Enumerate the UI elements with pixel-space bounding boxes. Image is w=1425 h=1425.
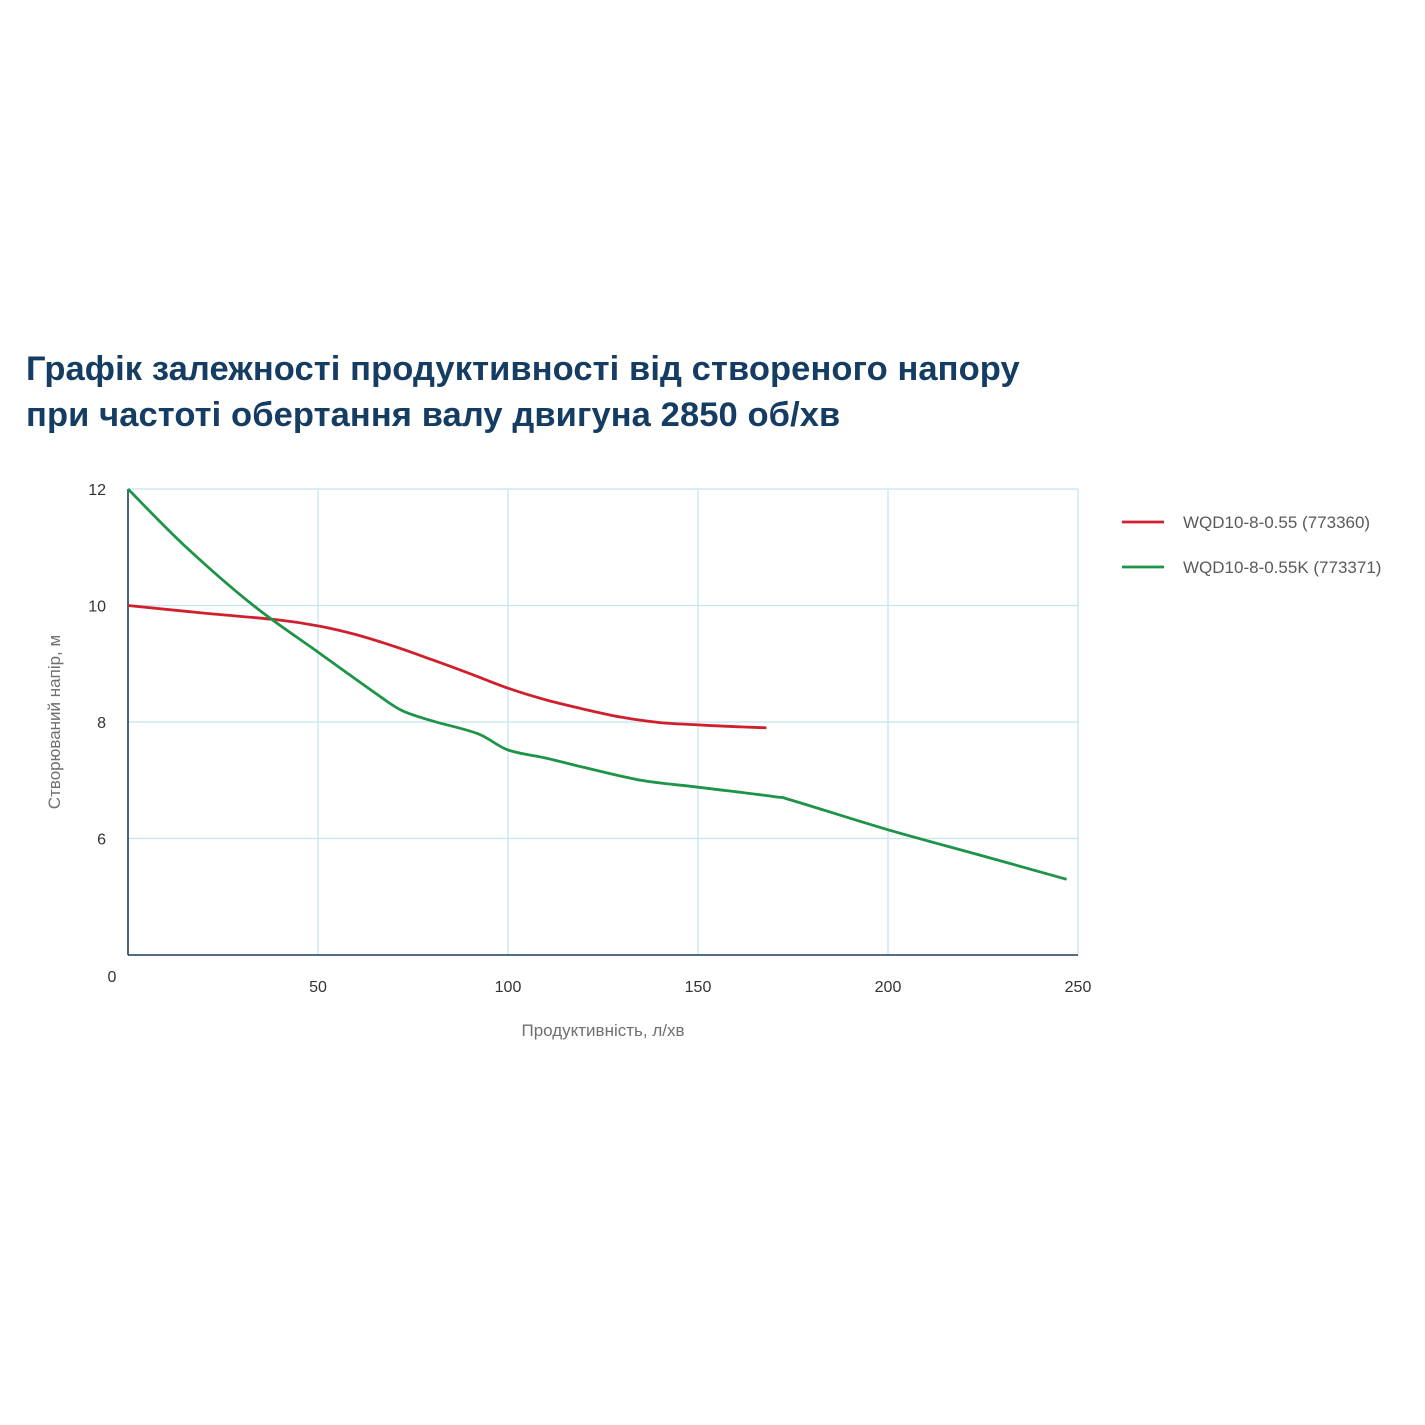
legend-label-1: WQD10-8-0.55 (773360) xyxy=(1183,513,1370,532)
x-tick-label: 200 xyxy=(875,979,902,996)
series-line-1 xyxy=(127,604,767,730)
y-axis-title: Створюваний напір, м xyxy=(45,635,64,809)
x-tick-label: 50 xyxy=(309,979,327,996)
x-tick-label: 250 xyxy=(1065,979,1092,996)
x-tick-label: 100 xyxy=(495,979,522,996)
page-title: Графік залежності продуктивності від ств… xyxy=(26,346,1020,438)
y-tick-label: 10 xyxy=(88,599,106,616)
y-tick-label: 8 xyxy=(97,715,106,732)
title-line-1: Графік залежності продуктивності від ств… xyxy=(26,350,1020,388)
x-axis-title: Продуктивність, л/хв xyxy=(521,1021,684,1040)
y-tick-label: 12 xyxy=(88,482,106,499)
y-tick-label: 6 xyxy=(97,832,106,849)
legend-label-2: WQD10-8-0.55K (773371) xyxy=(1183,558,1381,577)
series-line-2 xyxy=(127,488,1067,881)
origin-tick-label: 0 xyxy=(108,969,117,986)
x-tick-label: 150 xyxy=(685,979,712,996)
title-line-2: при частоті обертання валу двигуна 2850 … xyxy=(26,396,841,434)
